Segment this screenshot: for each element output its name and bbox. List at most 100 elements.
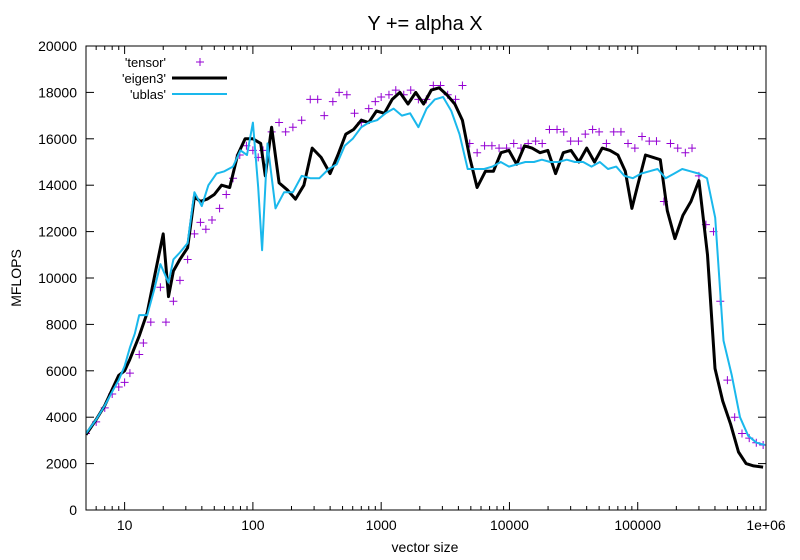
data-point-tensor <box>581 130 590 139</box>
data-point-tensor <box>559 127 568 136</box>
series-line-ublas <box>86 96 766 446</box>
data-point-tensor <box>574 137 583 146</box>
data-point-tensor <box>624 139 633 148</box>
data-point-tensor <box>161 318 170 327</box>
data-point-tensor <box>553 125 562 134</box>
y-tick-label: 8000 <box>46 316 77 332</box>
tick-labels: 0 2000 4000 6000 8000 10000 12000 14000 16000 180… <box>38 38 786 533</box>
data-point-tensor <box>538 139 547 148</box>
data-point-tensor <box>688 144 697 153</box>
legend-keys <box>172 58 227 95</box>
data-point-tensor <box>652 137 661 146</box>
data-point-tensor <box>86 429 90 438</box>
legend-key-tensor <box>196 58 204 66</box>
data-point-tensor <box>673 144 682 153</box>
data-point-tensor <box>371 97 380 106</box>
series-layer <box>86 81 766 469</box>
y-tick-label: 0 <box>69 502 77 518</box>
data-point-tensor <box>156 283 165 292</box>
plot-frame <box>85 45 767 511</box>
data-point-tensor <box>681 148 690 157</box>
data-point-tensor <box>406 86 415 95</box>
y-axis-label: MFLOPS <box>8 249 24 307</box>
data-point-tensor <box>190 229 199 238</box>
data-point-tensor <box>114 383 123 392</box>
y-tick-label: 12000 <box>38 224 77 240</box>
data-point-tensor <box>350 109 359 118</box>
data-point-tensor <box>566 137 575 146</box>
data-point-tensor <box>384 90 393 99</box>
data-point-tensor <box>125 369 134 378</box>
data-point-tensor <box>495 144 504 153</box>
data-point-tensor <box>342 90 351 99</box>
data-point-tensor <box>738 429 747 438</box>
x-tick-label: 10 <box>117 517 133 533</box>
y-tick-label: 14000 <box>38 177 77 193</box>
data-point-tensor <box>183 255 192 264</box>
tick-marks <box>85 45 767 511</box>
data-point-tensor <box>723 376 732 385</box>
data-point-tensor <box>281 127 290 136</box>
data-point-tensor <box>135 350 144 359</box>
data-point-tensor <box>120 378 129 387</box>
data-point-tensor <box>638 132 647 141</box>
data-point-tensor <box>320 111 329 120</box>
legend-label-tensor: 'tensor' <box>125 55 166 70</box>
data-point-tensor <box>335 88 344 97</box>
data-point-tensor <box>480 141 489 150</box>
data-point-tensor <box>208 216 217 224</box>
data-point-tensor <box>588 125 597 134</box>
data-point-tensor <box>487 141 496 150</box>
x-tick-label: 1000 <box>366 517 397 533</box>
data-point-tensor <box>313 95 322 104</box>
data-point-tensor <box>169 297 178 306</box>
data-point-tensor <box>196 218 205 227</box>
y-tick-label: 2000 <box>46 456 77 472</box>
x-tick-label: 100 <box>241 517 265 533</box>
data-point-tensor <box>645 137 654 146</box>
chart-title: Y += alpha X <box>367 13 482 35</box>
data-point-tensor <box>391 86 400 95</box>
data-point-tensor <box>175 276 184 285</box>
y-tick-label: 6000 <box>46 363 77 379</box>
y-tick-label: 4000 <box>46 409 77 425</box>
data-point-tensor <box>328 97 337 106</box>
data-point-tensor <box>531 137 540 146</box>
data-point-tensor <box>288 123 297 132</box>
data-point-tensor <box>630 144 639 153</box>
data-point-tensor <box>545 125 554 134</box>
legend-label-eigen3: 'eigen3' <box>122 71 166 86</box>
series-ublas <box>86 96 766 446</box>
data-point-tensor <box>306 95 315 104</box>
y-tick-label: 16000 <box>38 131 77 147</box>
data-point-tensor <box>451 95 460 104</box>
y-tick-label: 20000 <box>38 38 77 54</box>
x-tick-label: 1e+06 <box>746 517 786 533</box>
y-tick-label: 10000 <box>38 270 77 286</box>
data-point-tensor <box>364 104 373 113</box>
data-point-tensor <box>215 204 224 213</box>
data-point-tensor <box>201 225 210 234</box>
data-point-tensor <box>275 118 284 127</box>
legend-label-ublas: 'ublas' <box>130 87 166 102</box>
x-tick-label: 10000 <box>490 517 529 533</box>
data-point-tensor <box>222 190 231 199</box>
data-point-tensor <box>146 318 155 327</box>
data-point-tensor <box>609 127 618 136</box>
data-point-tensor <box>666 139 675 148</box>
x-axis-label: vector size <box>392 539 459 555</box>
data-point-tensor <box>730 413 739 422</box>
data-point-tensor <box>139 338 148 347</box>
data-point-tensor <box>595 127 604 136</box>
data-point-tensor <box>602 139 611 148</box>
y-tick-label: 18000 <box>38 84 77 100</box>
data-point-tensor <box>297 116 306 125</box>
data-point-tensor <box>616 127 625 136</box>
legend: 'tensor' 'eigen3' 'ublas' <box>122 55 227 102</box>
data-point-tensor <box>377 93 386 102</box>
data-point-tensor <box>509 139 518 148</box>
data-point-tensor <box>473 148 482 157</box>
data-point-tensor <box>458 81 467 90</box>
